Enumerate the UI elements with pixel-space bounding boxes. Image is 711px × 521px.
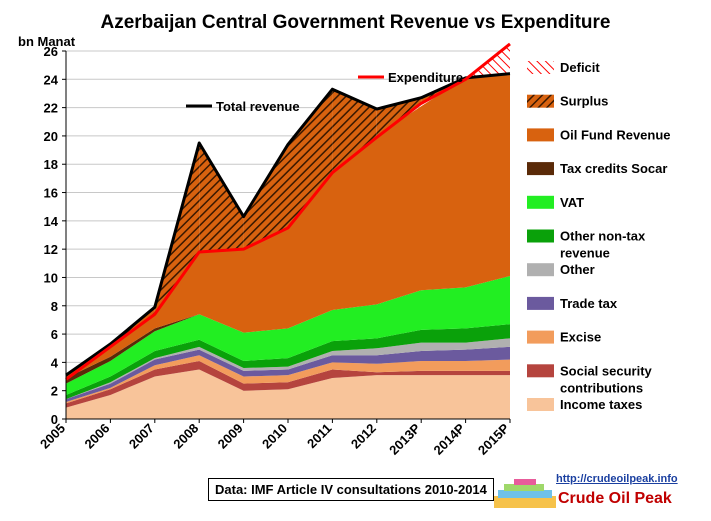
legend-swatch-surplus bbox=[527, 94, 554, 108]
chart-title: Azerbaijan Central Government Revenue vs… bbox=[100, 12, 611, 33]
legend-label-other: Other bbox=[560, 262, 595, 277]
source-link[interactable]: http://crudeoilpeak.info bbox=[556, 473, 678, 485]
y-tick-label: 6 bbox=[51, 327, 58, 342]
area-tax-credits-socar bbox=[66, 276, 510, 384]
legend-label-trade-tax: Trade tax bbox=[560, 296, 618, 311]
legend-label-surplus: Surplus bbox=[560, 94, 608, 109]
brand-name: Crude Oil Peak bbox=[558, 490, 672, 507]
area-excise bbox=[66, 355, 510, 404]
y-tick-label: 14 bbox=[44, 214, 59, 229]
y-tick-label: 20 bbox=[44, 129, 58, 144]
y-tick-label: 0 bbox=[51, 412, 58, 427]
legend-label-other-nontax-line2: revenue bbox=[560, 246, 610, 261]
legend-label-expenditure: Expenditure bbox=[388, 70, 463, 85]
legend-swatch-vat bbox=[527, 195, 554, 209]
legend-label-tax-credits: Tax credits Socar bbox=[560, 161, 667, 176]
legend-label-vat: VAT bbox=[560, 195, 584, 210]
legend-swatch-income-taxes bbox=[527, 398, 554, 411]
y-tick-label: 18 bbox=[44, 157, 58, 172]
x-tick-label: 2015P bbox=[475, 420, 512, 457]
x-tick-label: 2014P bbox=[431, 420, 468, 457]
legend-swatch-tax-credits bbox=[527, 162, 554, 176]
x-tick-label: 2011 bbox=[304, 421, 335, 452]
expenditure-line bbox=[65, 42, 511, 381]
y-tick-label: 16 bbox=[44, 186, 58, 201]
y-axis-unit-label: bn Manat bbox=[18, 34, 76, 49]
y-tick-label: 10 bbox=[44, 270, 58, 285]
x-tick-label: 2006 bbox=[81, 421, 112, 452]
surplus-area bbox=[288, 89, 333, 228]
legend-swatch-excise bbox=[527, 330, 554, 344]
legend-swatch-other-nontax bbox=[527, 229, 554, 243]
x-tick-label: 2013P bbox=[386, 420, 423, 457]
crude-oil-peak-logo bbox=[494, 479, 556, 508]
area-other bbox=[66, 338, 510, 400]
area-vat bbox=[66, 276, 510, 395]
y-tick-label: 26 bbox=[44, 44, 58, 59]
area-trade-tax bbox=[66, 346, 510, 403]
legend-swatch-trade-tax bbox=[527, 296, 554, 310]
legend: Expenditure Total revenue Deficit Surplus Oi… bbox=[186, 60, 671, 412]
legend-swatch-other bbox=[527, 263, 554, 277]
legend-label-other-nontax: Other non-tax bbox=[560, 229, 646, 244]
y-tick-label: 4 bbox=[51, 355, 59, 370]
legend-label-excise: Excise bbox=[560, 330, 601, 345]
x-tick-label: 2012 bbox=[348, 421, 379, 452]
data-source-note: Data: IMF Article IV consultations 2010-… bbox=[208, 478, 494, 501]
y-tick-label: 2 bbox=[51, 384, 58, 399]
area-income-taxes bbox=[66, 369, 510, 419]
y-tick-label: 8 bbox=[51, 299, 58, 314]
legend-swatch-deficit bbox=[527, 61, 554, 74]
legend-label-income-taxes: Income taxes bbox=[560, 397, 642, 412]
area-social-security-contributions bbox=[66, 360, 510, 408]
total-revenue-line bbox=[65, 72, 511, 377]
legend-swatch-social-security bbox=[527, 364, 554, 378]
x-tick-label: 2010 bbox=[259, 421, 290, 452]
surplus-area bbox=[332, 89, 377, 173]
x-tick-label: 2005 bbox=[37, 421, 68, 452]
y-tick-label: 22 bbox=[44, 101, 58, 116]
legend-label-deficit: Deficit bbox=[560, 60, 600, 75]
surplus-area bbox=[243, 144, 288, 250]
series-lines bbox=[65, 42, 511, 381]
stacked-areas bbox=[66, 75, 510, 419]
x-tick-label: 2009 bbox=[215, 421, 246, 452]
surplus-area bbox=[199, 143, 244, 252]
area-other-non-tax-revenue bbox=[66, 324, 510, 400]
legend-label-oil-fund: Oil Fund Revenue bbox=[560, 127, 671, 142]
legend-label-social-security: Social security bbox=[560, 363, 653, 378]
legend-label-social-security-line2: contributions bbox=[560, 380, 643, 395]
y-tick-label: 24 bbox=[44, 72, 59, 87]
legend-swatch-oil-fund bbox=[527, 128, 554, 142]
x-tick-label: 2007 bbox=[126, 421, 157, 452]
y-tick-label: 12 bbox=[44, 242, 58, 257]
legend-label-total-revenue: Total revenue bbox=[216, 99, 300, 114]
x-tick-label: 2008 bbox=[170, 421, 201, 452]
